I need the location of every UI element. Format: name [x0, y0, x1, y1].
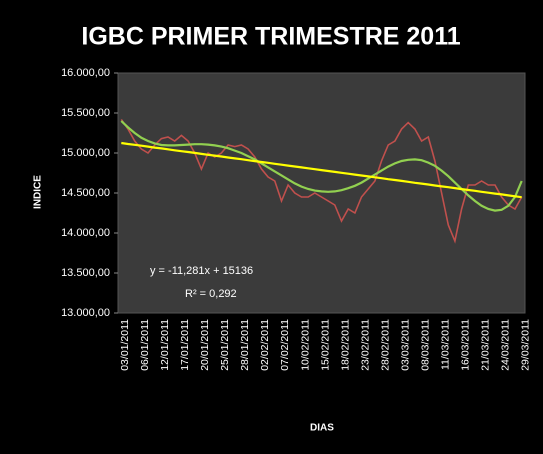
x-tick-label: 08/03/2011 [419, 319, 431, 371]
x-tick-label: 03/01/2011 [119, 319, 131, 371]
x-tick-label: 11/03/2011 [439, 319, 451, 370]
x-tick-label: 16/03/2011 [459, 319, 471, 371]
x-tick-label: 25/01/2011 [219, 319, 231, 371]
series-line [120, 120, 523, 212]
r-squared: R² = 0,292 [185, 288, 237, 300]
x-tick-label: 20/01/2011 [199, 319, 211, 371]
x-tick-label: 21/03/2011 [479, 319, 491, 371]
series-line [120, 118, 523, 244]
x-tick-label: 24/03/2011 [499, 319, 511, 371]
y-tick-label: 15.500,00 [61, 107, 110, 119]
plot-area [117, 72, 526, 314]
x-tick-label: 28/02/2011 [379, 319, 391, 371]
y-tick-label: 13.500,00 [61, 267, 110, 279]
x-tick-label: 12/01/2011 [159, 319, 171, 371]
series-line [121, 141, 522, 199]
x-tick-label: 02/02/2011 [259, 319, 271, 371]
x-tick-label: 18/02/2011 [339, 319, 351, 371]
x-tick-label: 06/01/2011 [139, 319, 151, 371]
x-tick-label: 17/01/2011 [179, 319, 191, 371]
x-tick-label: 28/01/2011 [239, 319, 251, 371]
y-tick-label: 14.000,00 [61, 227, 110, 239]
y-axis-label: INDICE [33, 175, 44, 209]
x-tick-label: 07/02/2011 [279, 319, 291, 371]
y-tick-label: 15.000,00 [61, 147, 110, 159]
y-tick-label: 14.500,00 [61, 187, 110, 199]
y-tick-label: 13.000,00 [61, 307, 110, 319]
y-tick-label: 16.000,00 [61, 67, 110, 79]
x-tick-label: 10/02/2011 [299, 319, 311, 371]
x-tick-label: 29/03/2011 [519, 319, 531, 371]
chart-title: IGBC PRIMER TRIMESTRE 2011 [81, 23, 460, 51]
x-tick-label: 15/02/2011 [319, 319, 331, 371]
x-tick-label: 23/02/2011 [359, 319, 371, 371]
x-axis-label: DIAS [310, 423, 334, 434]
x-tick-label: 03/03/2011 [399, 319, 411, 371]
trend-equation: y = -11,281x + 15136 [150, 265, 253, 277]
